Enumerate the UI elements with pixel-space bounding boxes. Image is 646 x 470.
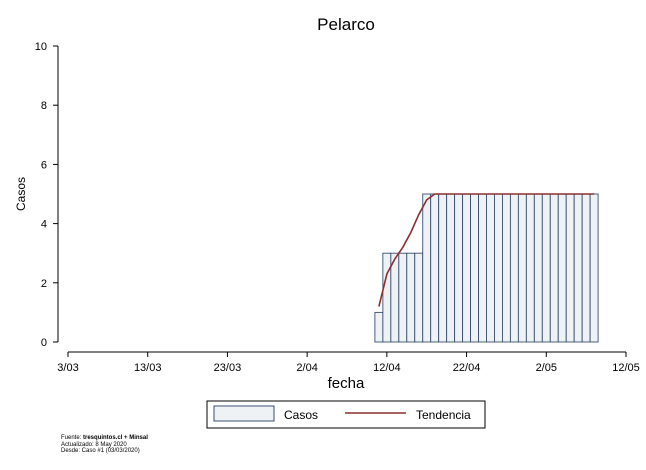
- trend-layer: [378, 193, 595, 307]
- bar: [517, 193, 527, 343]
- bar: [470, 193, 479, 343]
- bar: [486, 193, 495, 343]
- bar: [565, 193, 575, 343]
- bar: [462, 193, 472, 343]
- bar: [541, 193, 551, 343]
- x-tick-label: 2/05: [536, 362, 557, 374]
- bars-layer: [374, 193, 599, 343]
- legend-label-tendencia: Tendencia: [416, 408, 471, 422]
- x-tick-label: 22/04: [453, 362, 481, 374]
- trend-line: [378, 193, 595, 307]
- source-line-2: Actualizado: 8 May 2020: [61, 441, 127, 448]
- bar: [589, 193, 599, 343]
- bar: [454, 193, 464, 343]
- source-line-1: Fuente: tresquintos.cl + Minsal: [61, 435, 148, 441]
- y-tick-label: 0: [41, 337, 47, 349]
- bar: [549, 193, 559, 343]
- x-tick-label: 12/05: [612, 362, 640, 374]
- y-tick-label: 8: [41, 100, 47, 112]
- bar: [414, 252, 424, 343]
- y-tick-label: 10: [35, 41, 47, 53]
- bar: [525, 193, 535, 343]
- x-tick-label: 2/04: [296, 362, 317, 374]
- bar: [501, 193, 511, 343]
- source-note: Fuente: tresquintos.cl + Minsal Actualiz…: [61, 435, 148, 455]
- bar: [382, 252, 392, 343]
- y-tick-label: 2: [41, 278, 47, 290]
- bar: [557, 193, 567, 343]
- x-tick-label: 13/03: [134, 362, 162, 374]
- y-tick-label: 4: [41, 219, 47, 231]
- source-bold: tresquintos.cl + Minsal: [83, 435, 148, 441]
- bar: [422, 193, 432, 343]
- y-ticks: 0 2 4 6 8 10: [35, 41, 58, 349]
- y-tick-label: 6: [41, 159, 47, 171]
- bar: [406, 252, 416, 343]
- bar: [438, 193, 448, 343]
- bar: [478, 193, 487, 343]
- legend-swatch-casos: [213, 405, 275, 422]
- bar: [398, 252, 408, 343]
- bar: [374, 311, 384, 343]
- x-tick-label: 12/04: [373, 362, 401, 374]
- bar: [533, 193, 543, 343]
- x-ticks: 3/03 13/03 23/03 2/04 12/04 22/04 2/05 12/05: [57, 352, 640, 374]
- chart-title: Pelarco: [317, 15, 375, 34]
- source-line-3: Desde: Caso #1 (03/03/2020): [61, 448, 140, 454]
- bar: [494, 193, 503, 343]
- bar: [509, 193, 519, 343]
- bar: [390, 252, 400, 343]
- y-axis-label: Casos: [14, 177, 28, 211]
- legend: Casos Tendencia: [206, 400, 486, 429]
- bar: [446, 193, 456, 343]
- x-tick-label: 3/03: [57, 362, 78, 374]
- x-tick-label: 23/03: [214, 362, 242, 374]
- bar: [573, 193, 583, 343]
- bar: [581, 193, 591, 343]
- x-axis-label: fecha: [328, 375, 365, 392]
- bar: [430, 193, 440, 343]
- legend-label-casos: Casos: [284, 408, 318, 422]
